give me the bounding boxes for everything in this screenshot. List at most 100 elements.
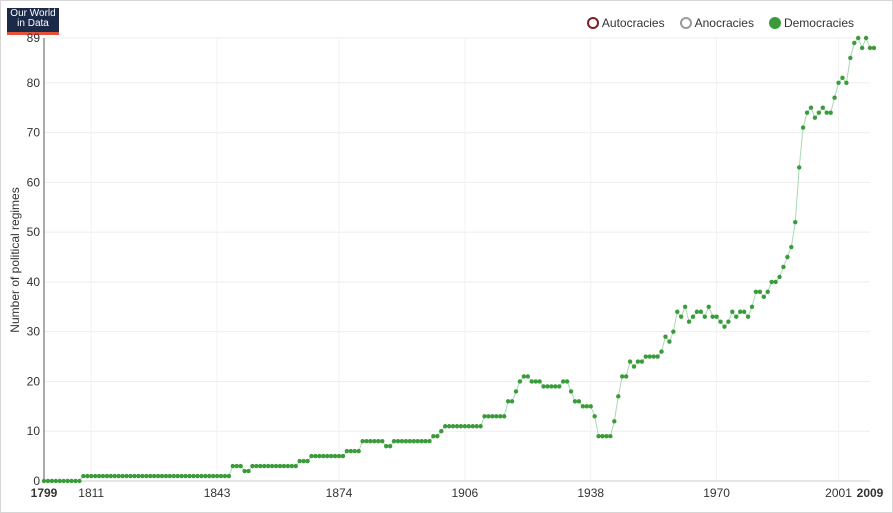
data-point[interactable] bbox=[741, 309, 747, 314]
data-point[interactable] bbox=[808, 105, 814, 110]
data-point[interactable] bbox=[698, 309, 704, 314]
data-point[interactable] bbox=[321, 453, 326, 459]
data-point[interactable] bbox=[427, 438, 432, 444]
data-point[interactable] bbox=[454, 424, 460, 429]
data-point[interactable] bbox=[871, 45, 877, 51]
data-point[interactable] bbox=[639, 359, 645, 364]
data-point[interactable] bbox=[262, 463, 267, 469]
data-point[interactable] bbox=[96, 473, 102, 479]
data-point[interactable] bbox=[435, 434, 440, 439]
data-point[interactable] bbox=[415, 438, 420, 444]
data-point[interactable] bbox=[391, 438, 397, 444]
data-point[interactable] bbox=[486, 414, 491, 419]
data-point[interactable] bbox=[104, 473, 110, 479]
data-point[interactable] bbox=[804, 110, 810, 115]
data-point[interactable] bbox=[706, 304, 711, 309]
data-point[interactable] bbox=[203, 473, 208, 479]
data-point[interactable] bbox=[867, 45, 873, 51]
data-point[interactable] bbox=[738, 309, 743, 314]
data-point[interactable] bbox=[690, 314, 696, 319]
data-point[interactable] bbox=[140, 473, 145, 479]
data-point[interactable] bbox=[175, 473, 180, 479]
data-point[interactable] bbox=[57, 478, 62, 484]
data-point[interactable] bbox=[647, 354, 652, 359]
data-point[interactable] bbox=[183, 473, 188, 479]
data-point[interactable] bbox=[682, 304, 688, 309]
data-point[interactable] bbox=[222, 473, 228, 479]
data-point[interactable] bbox=[297, 458, 302, 464]
data-point[interactable] bbox=[572, 399, 578, 404]
data-point[interactable] bbox=[608, 434, 613, 439]
data-point[interactable] bbox=[844, 80, 849, 86]
data-point[interactable] bbox=[384, 443, 389, 449]
data-point[interactable] bbox=[73, 478, 78, 484]
data-point[interactable] bbox=[254, 463, 259, 469]
data-point[interactable] bbox=[635, 359, 641, 364]
data-point[interactable] bbox=[675, 309, 680, 314]
data-point[interactable] bbox=[749, 304, 755, 309]
data-point[interactable] bbox=[466, 424, 471, 429]
data-point[interactable] bbox=[344, 448, 350, 454]
data-point[interactable] bbox=[364, 438, 369, 444]
data-point[interactable] bbox=[89, 473, 94, 479]
data-point[interactable] bbox=[234, 463, 239, 469]
data-point[interactable] bbox=[395, 438, 401, 444]
data-point[interactable] bbox=[238, 463, 243, 469]
data-point[interactable] bbox=[230, 463, 235, 469]
data-point[interactable] bbox=[828, 110, 833, 115]
data-point[interactable] bbox=[92, 473, 98, 479]
data-point[interactable] bbox=[458, 424, 464, 429]
data-point[interactable] bbox=[210, 473, 216, 479]
data-point[interactable] bbox=[269, 463, 275, 469]
data-point[interactable] bbox=[187, 473, 192, 479]
data-point[interactable] bbox=[694, 309, 700, 314]
data-point[interactable] bbox=[372, 438, 377, 444]
data-point[interactable] bbox=[494, 414, 499, 419]
data-point[interactable] bbox=[655, 354, 660, 359]
data-point[interactable] bbox=[403, 438, 409, 444]
data-point[interactable] bbox=[242, 468, 247, 474]
data-point[interactable] bbox=[332, 453, 338, 459]
data-point[interactable] bbox=[159, 473, 165, 479]
data-point[interactable] bbox=[521, 374, 527, 379]
data-point[interactable] bbox=[116, 473, 121, 479]
data-point[interactable] bbox=[509, 399, 515, 404]
data-point[interactable] bbox=[620, 374, 625, 379]
data-point[interactable] bbox=[793, 219, 798, 225]
data-point[interactable] bbox=[423, 438, 428, 444]
data-point[interactable] bbox=[631, 364, 637, 369]
data-point[interactable] bbox=[600, 434, 605, 439]
data-point[interactable] bbox=[478, 424, 483, 429]
data-point[interactable] bbox=[730, 309, 735, 314]
data-point[interactable] bbox=[61, 478, 66, 484]
data-point[interactable] bbox=[53, 478, 58, 484]
data-point[interactable] bbox=[148, 473, 153, 479]
data-point[interactable] bbox=[627, 359, 633, 364]
data-point[interactable] bbox=[214, 473, 220, 479]
data-point[interactable] bbox=[734, 314, 739, 319]
legend-item-autocracies[interactable]: Autocracies bbox=[586, 16, 665, 30]
legend-item-anocracies[interactable]: Anocracies bbox=[679, 16, 754, 30]
data-point[interactable] bbox=[266, 463, 271, 469]
data-point[interactable] bbox=[65, 478, 70, 484]
data-point[interactable] bbox=[368, 438, 373, 444]
data-point[interactable] bbox=[108, 473, 114, 479]
data-point[interactable] bbox=[553, 384, 558, 389]
data-point[interactable] bbox=[151, 473, 157, 479]
data-point[interactable] bbox=[81, 473, 86, 479]
data-point[interactable] bbox=[800, 125, 806, 130]
data-point[interactable] bbox=[671, 329, 676, 334]
data-point[interactable] bbox=[277, 463, 283, 469]
data-point[interactable] bbox=[498, 414, 503, 419]
data-point[interactable] bbox=[317, 453, 322, 459]
data-point[interactable] bbox=[77, 478, 82, 484]
data-point[interactable] bbox=[399, 438, 405, 444]
data-point[interactable] bbox=[576, 399, 582, 404]
data-point[interactable] bbox=[250, 463, 255, 469]
data-point[interactable] bbox=[352, 448, 357, 454]
data-point[interactable] bbox=[824, 110, 829, 115]
data-point[interactable] bbox=[714, 314, 719, 319]
data-point[interactable] bbox=[781, 264, 786, 270]
data-point[interactable] bbox=[663, 334, 668, 339]
data-point[interactable] bbox=[848, 55, 853, 61]
